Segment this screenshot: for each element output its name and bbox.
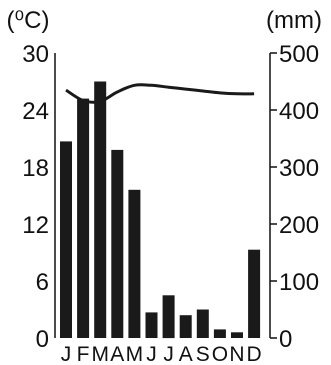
month-label: M [126, 343, 144, 365]
temperature-line [65, 83, 255, 104]
rainfall-bar [231, 332, 243, 338]
rainfall-bar [248, 249, 261, 338]
month-label: D [247, 343, 262, 365]
month-label: J [61, 343, 72, 365]
rainfall-bar [94, 81, 107, 338]
rainfall-bar [111, 149, 124, 338]
rainfall-bar [162, 295, 175, 339]
right-axis: 500 400 300 200 100 0 [269, 41, 319, 353]
rainfall-bar [213, 329, 226, 338]
month-label: M [91, 343, 109, 365]
rainfall-bar [77, 98, 90, 338]
temperature-line-layer [65, 83, 255, 104]
left-tick-label: 12 [22, 212, 49, 239]
month-label: A [110, 343, 124, 365]
right-axis-unit-label: (mm) [266, 7, 322, 34]
month-label: S [196, 343, 210, 365]
left-axis: 30 24 18 12 6 0 [22, 41, 56, 353]
right-tick-label: 500 [279, 41, 319, 68]
left-tick-label: 0 [36, 326, 49, 353]
rainfall-bar [128, 189, 141, 338]
right-tick-label: 300 [279, 155, 319, 182]
right-tick-label: 0 [279, 326, 292, 353]
rainfall-bar [179, 315, 192, 338]
right-tick-label: 400 [279, 98, 319, 125]
rainfall-bar [145, 312, 158, 338]
left-tick-label: 24 [22, 98, 49, 125]
month-label: N [229, 343, 244, 365]
month-label: J [163, 343, 174, 365]
rainfall-bar [196, 309, 209, 338]
left-axis-unit-label: (⁰C) [7, 7, 50, 34]
rainfall-bar [60, 141, 72, 338]
month-label: O [212, 343, 228, 365]
month-label: J [146, 343, 157, 365]
right-tick-label: 200 [279, 212, 319, 239]
rainfall-bars [60, 81, 261, 339]
left-tick-label: 18 [22, 155, 49, 182]
month-label: F [77, 343, 90, 365]
left-tick-label: 30 [22, 41, 49, 68]
month-label: A [179, 343, 193, 365]
right-tick-label: 100 [279, 269, 319, 296]
left-tick-label: 6 [36, 269, 49, 296]
